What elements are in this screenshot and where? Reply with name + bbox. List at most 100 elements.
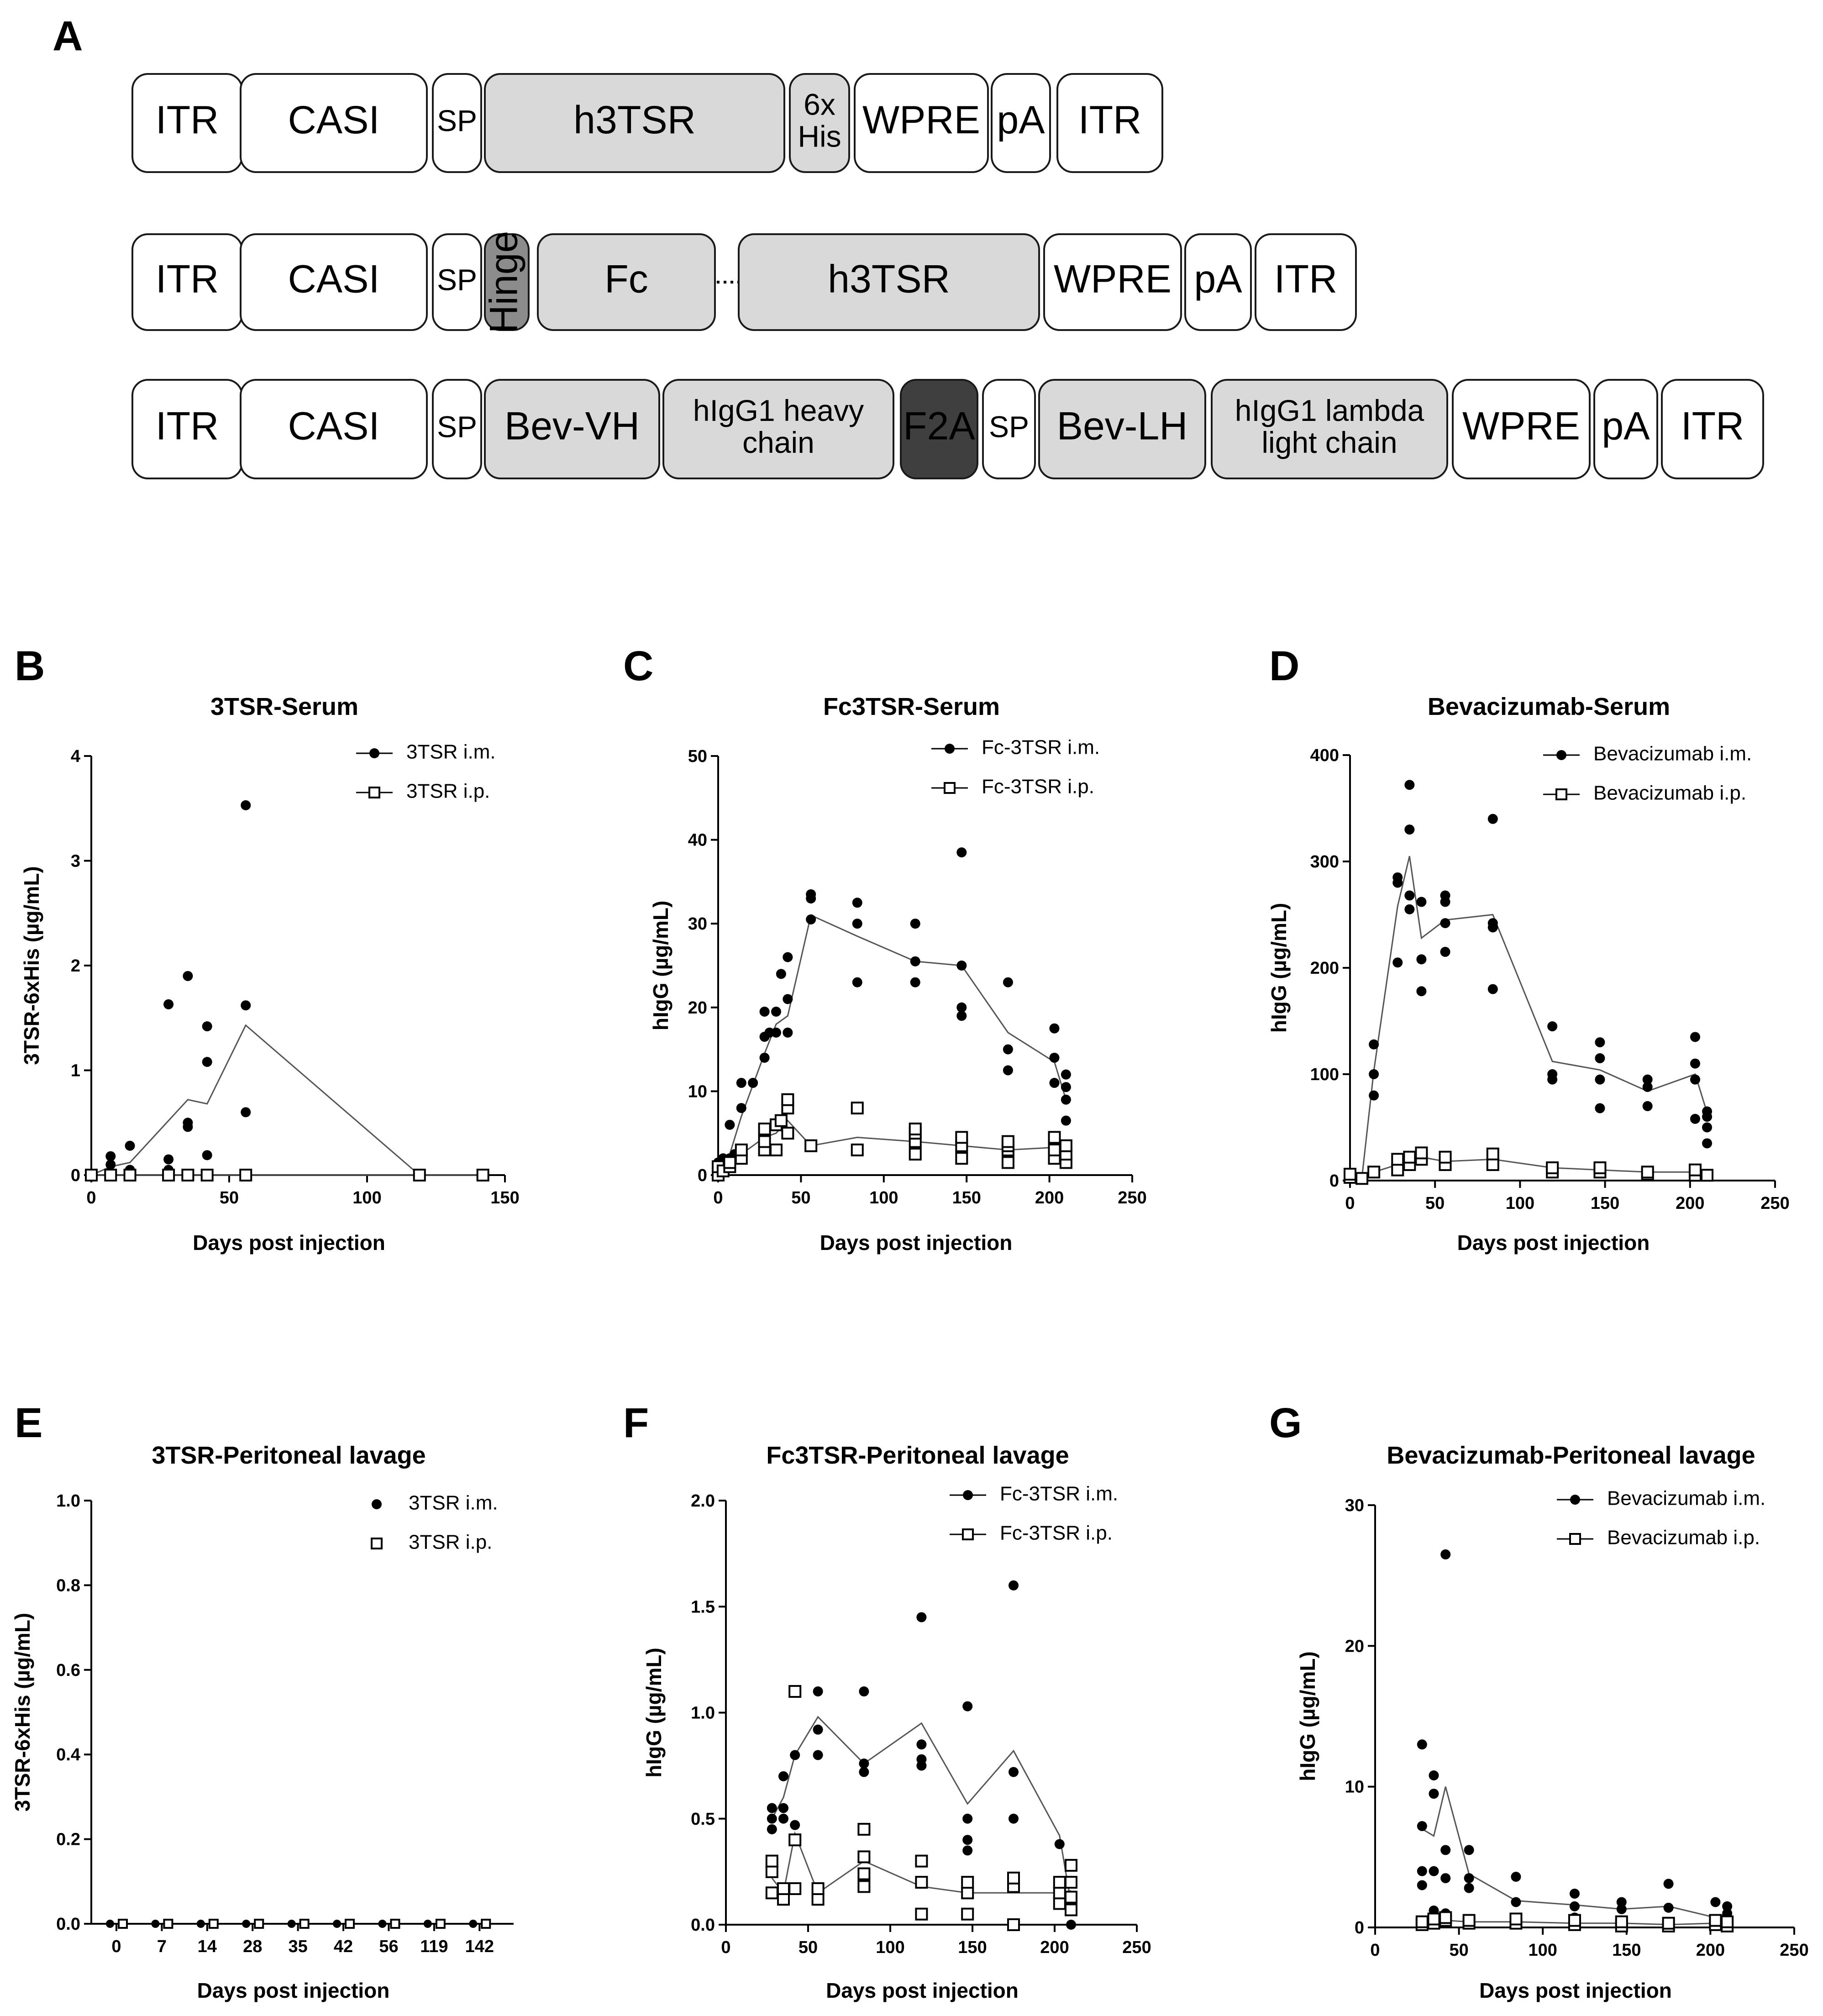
element-box <box>484 379 660 479</box>
data-point <box>1417 1821 1427 1831</box>
data-point <box>759 1006 770 1017</box>
data-point <box>299 1919 310 1929</box>
data-point <box>333 1920 341 1928</box>
y-tick-label: 100 <box>1310 1065 1339 1084</box>
y-tick-label: 0 <box>71 1166 80 1185</box>
data-point <box>125 1140 135 1151</box>
data-point <box>104 1169 117 1181</box>
data-point <box>1486 1158 1499 1171</box>
data-point <box>859 1758 869 1769</box>
element-label: ITR <box>1078 98 1142 142</box>
panel-letter-c: C <box>623 643 653 689</box>
data-point <box>1003 1044 1013 1055</box>
data-point <box>1690 1058 1700 1069</box>
y-tick-label: 30 <box>688 914 707 934</box>
y-tick-label: 300 <box>1310 852 1339 872</box>
data-point <box>767 1813 777 1824</box>
data-point <box>1416 954 1427 965</box>
series-fc-3tsr-i-p <box>765 1685 1077 1931</box>
data-point <box>423 1920 432 1928</box>
data-point <box>910 919 920 929</box>
legend-label: Fc-3TSR i.p. <box>982 776 1094 798</box>
data-point <box>1487 814 1498 824</box>
element-itr: ITR <box>131 233 243 331</box>
element-higg1-heavy-chain: hIgG1 heavy chain <box>662 379 894 479</box>
x-axis-label: Days post injection <box>1457 1231 1650 1255</box>
element-label: WPRE <box>1054 257 1172 301</box>
panel-letter-a: A <box>53 13 83 59</box>
legend-item-bevacizumab-i-m: Bevacizumab i.m. <box>1557 1487 1765 1510</box>
legend-label: Fc-3TSR i.p. <box>1000 1522 1113 1544</box>
data-point <box>435 1919 446 1929</box>
data-point <box>1415 1146 1428 1160</box>
data-point <box>771 1006 781 1017</box>
data-point <box>1429 1789 1439 1799</box>
series-3tsr-i-m <box>86 800 488 1180</box>
data-point <box>1367 1166 1381 1179</box>
data-point <box>1065 1858 1077 1872</box>
y-tick-label: 2 <box>71 956 80 976</box>
element-box <box>1211 379 1448 479</box>
element-label: Hinge <box>482 231 526 334</box>
mean-line <box>91 1024 483 1176</box>
legend-marker <box>371 1538 383 1549</box>
data-point <box>956 847 967 858</box>
data-point <box>915 1854 928 1868</box>
data-point <box>1487 918 1498 929</box>
data-point <box>163 1154 174 1165</box>
data-point <box>769 1143 783 1156</box>
data-point <box>736 1078 746 1088</box>
legend-label: Bevacizumab i.p. <box>1593 782 1746 804</box>
data-point <box>123 1169 137 1181</box>
y-axis-label: 3TSR-6xHis (µg/mL) <box>11 1613 34 1811</box>
panel-letter-g: G <box>1269 1400 1302 1446</box>
data-point <box>1702 1122 1713 1133</box>
x-tick-label: 0 <box>713 1188 723 1208</box>
element-casi: CASI <box>240 379 428 479</box>
data-point <box>723 1156 736 1169</box>
data-point <box>1053 1897 1066 1910</box>
data-point <box>790 1750 800 1760</box>
element-box <box>1661 379 1764 479</box>
y-tick-label: 0 <box>1355 1918 1364 1937</box>
legend-marker <box>945 744 955 754</box>
data-point <box>1662 1916 1675 1930</box>
chart-g: G Bevacizumab-Peritoneal lavage 0 10 20 30 0 50… <box>1269 1400 1809 2002</box>
data-point <box>1595 1053 1605 1064</box>
x-tick-label: 200 <box>1035 1188 1064 1208</box>
data-point <box>961 1907 974 1921</box>
y-axis-label: hIgG (µg/mL) <box>1296 1651 1319 1781</box>
data-point <box>163 1919 173 1929</box>
data-point <box>1642 1082 1653 1092</box>
data-point <box>1007 1871 1020 1885</box>
data-point <box>345 1919 355 1929</box>
legend-label: 3TSR i.m. <box>409 1492 498 1514</box>
data-point <box>811 1882 825 1895</box>
data-point <box>1049 1023 1060 1034</box>
data-point <box>1048 1143 1061 1156</box>
data-point <box>1593 1161 1607 1175</box>
legend-marker <box>368 787 380 798</box>
element-itr: ITR <box>1056 73 1163 173</box>
data-point <box>852 919 862 929</box>
data-point <box>777 1882 790 1895</box>
data-point <box>1429 1866 1439 1876</box>
data-point <box>1001 1135 1014 1148</box>
data-point <box>1439 1911 1452 1924</box>
data-point <box>859 1686 869 1697</box>
data-point <box>916 1612 927 1622</box>
legend-marker <box>962 1528 974 1540</box>
data-point <box>476 1169 489 1181</box>
data-point <box>1001 1156 1014 1169</box>
series-3tsr-i-m <box>106 1920 478 1928</box>
element-box <box>240 379 428 479</box>
data-point <box>1722 1901 1733 1911</box>
x-tick-label: 150 <box>1591 1194 1619 1213</box>
data-point <box>1417 1739 1427 1750</box>
element-hinge: Hinge <box>482 231 530 334</box>
data-point <box>239 1169 252 1181</box>
data-point <box>962 1835 973 1845</box>
data-point <box>1392 872 1403 882</box>
x-tick-label: 100 <box>352 1188 381 1208</box>
